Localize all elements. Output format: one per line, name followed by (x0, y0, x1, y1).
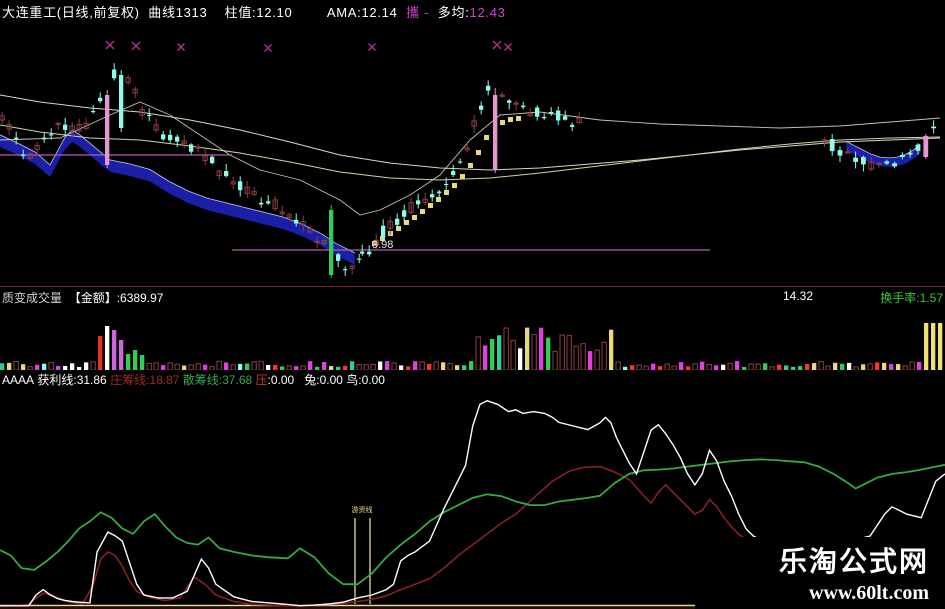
svg-text:9.98: 9.98 (372, 239, 393, 251)
svg-text:游资线: 游资线 (352, 505, 373, 514)
